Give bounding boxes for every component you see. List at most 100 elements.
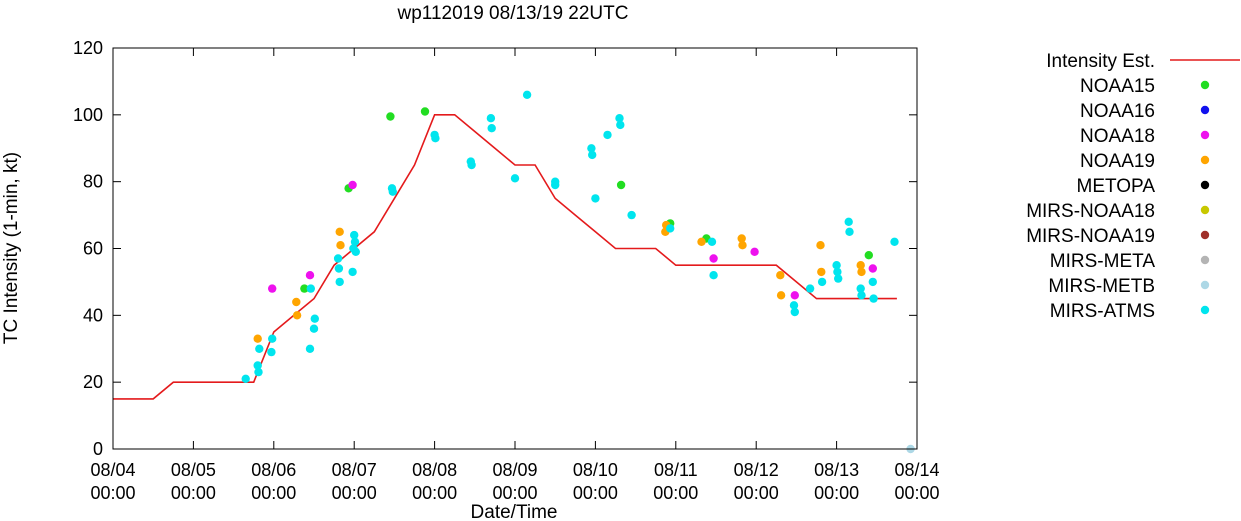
point-mirs-atms [845,227,854,236]
point-mirs-atms [707,237,717,246]
point-mirs-atms [588,150,597,160]
point-mirs-atms [890,237,899,246]
point-noaa19 [738,241,747,250]
point-mirs-atms [709,271,718,280]
point-mirs-atms [253,361,262,370]
legend-label-noaa15: NOAA15 [1080,76,1155,97]
point-noaa15 [420,107,430,116]
point-noaa18 [348,180,357,190]
point-noaa19 [817,267,826,277]
point-noaa15 [300,284,309,293]
point-noaa18 [268,284,277,293]
point-mirs-atms [869,294,878,303]
point-mirs-atms [551,177,560,186]
legend-swatch-mirs-meta [1200,255,1210,265]
point-mirs-atms [856,284,865,293]
legend-label-mirs-noaa19: MIRS-NOAA19 [1026,226,1155,247]
point-mirs-atms [487,124,496,133]
point-mirs-atms [467,160,476,170]
point-mirs-atms [603,130,612,140]
x-tick-label-time: 00:00 [734,483,779,503]
x-tick-label-time: 00:00 [894,483,939,503]
x-tick-label-date: 08/14 [894,460,939,480]
point-mirs-atms [351,247,360,256]
point-mirs-atms [486,114,496,123]
point-mirs-atms [510,174,520,183]
point-noaa18 [750,247,759,256]
y-tick-label: 20 [83,372,103,392]
chart-title: wp112019 08/13/19 22UTC [397,3,629,24]
legend-swatch-mirs-noaa18 [1200,205,1210,215]
y-tick-label: 40 [83,305,103,325]
point-noaa19 [292,297,301,307]
legend: Intensity Est. NOAA15 NOAA16 NOAA18 NOAA19 ME… [1026,51,1240,322]
x-tick-label-date: 08/06 [251,460,296,480]
point-mirs-atms [833,267,842,277]
point-noaa19 [292,311,302,320]
point-mirs-atms [616,120,625,130]
x-tick-label-date: 08/09 [492,460,537,480]
point-noaa19 [335,227,344,236]
point-mirs-atms [309,324,319,333]
legend-swatch-metopa [1200,180,1210,190]
x-tick-label-date: 08/05 [171,460,216,480]
y-tick-label: 100 [73,105,103,125]
x-axis-label: Date/Time [471,502,558,521]
legend-swatch-noaa16 [1200,105,1210,115]
legend-swatch-noaa19 [1200,155,1210,165]
legend-label-mirs-atms: MIRS-ATMS [1050,301,1155,322]
point-noaa19 [336,241,345,250]
point-noaa18 [305,271,315,280]
point-mirs-atms [666,224,675,233]
y-tick-label: 80 [83,172,103,192]
legend-label-metopa: METOPA [1077,176,1156,197]
intensity-line-layer [113,114,897,400]
legend-label-mirs-meta: MIRS-META [1050,251,1156,272]
legend-label-mirs-noaa18: MIRS-NOAA18 [1026,201,1155,222]
point-mirs-atms [254,367,263,377]
point-mirs-atms [350,230,359,240]
point-mirs-atms [832,261,841,270]
point-noaa18 [868,264,877,273]
point-noaa19 [856,261,865,270]
point-noaa19 [776,271,785,280]
point-noaa19 [737,234,746,243]
point-mirs-atms [615,114,624,123]
point-mirs-atms [817,277,827,287]
point-mirs-atms [305,344,315,353]
y-tick-label: 0 [93,439,103,459]
point-mirs-atms [348,267,357,277]
axis-ticks: 0 20 40 60 80 100 120 08/04 00:00 08/05 00:00 08/06… [73,38,940,503]
point-mirs-atms [268,334,277,343]
point-mirs-atms [868,277,877,287]
point-mirs-atms [241,374,250,383]
legend-label-intensity-est: Intensity Est. [1046,51,1155,72]
point-mirs-atms [255,344,264,353]
x-tick-label-date: 08/13 [814,460,859,480]
data-points [241,90,915,454]
point-mirs-atms [310,314,319,323]
x-tick-label-time: 00:00 [332,483,377,503]
point-mirs-atms [267,347,276,357]
x-tick-label-date: 08/04 [90,460,135,480]
legend-swatch-mirs-atms [1200,305,1210,315]
point-mirs-atms [333,254,343,263]
point-mirs-atms [350,237,360,246]
x-tick-label-time: 00:00 [573,483,618,503]
point-noaa18 [709,254,718,263]
x-tick-label-time: 00:00 [251,483,296,503]
point-noaa15 [616,180,626,190]
point-mirs-atms [591,194,600,203]
point-mirs-atms [790,307,799,317]
legend-label-noaa16: NOAA16 [1080,101,1155,122]
point-noaa19 [776,291,786,300]
x-tick-label-time: 00:00 [814,483,859,503]
legend-label-noaa19: NOAA19 [1080,151,1155,172]
point-mirs-atms [334,264,344,273]
x-tick-label-date: 08/10 [573,460,618,480]
legend-label-mirs-metb: MIRS-METB [1048,276,1155,297]
point-mirs-atms [388,187,397,196]
legend-swatch-noaa18 [1200,130,1210,140]
y-tick-label: 120 [73,38,103,58]
